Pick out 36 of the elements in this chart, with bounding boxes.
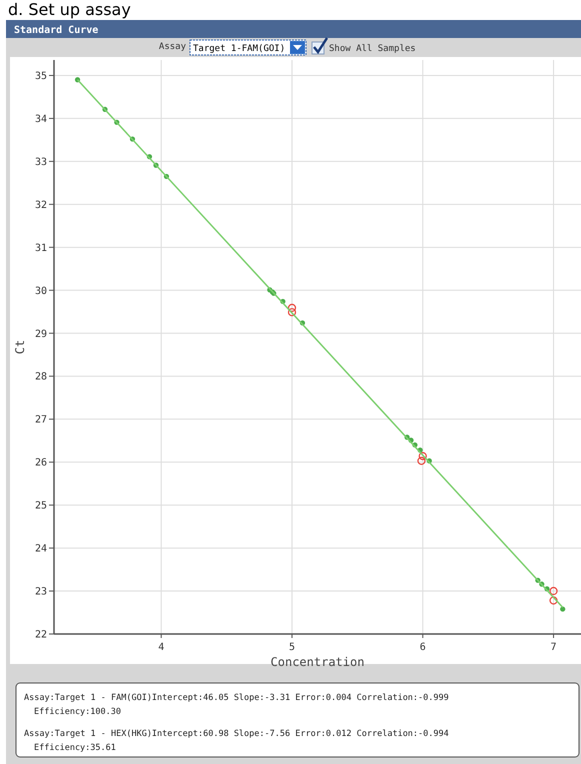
y-tick-label: 26: [34, 458, 47, 469]
y-tick-label: 25: [34, 500, 47, 512]
point: [549, 586, 558, 596]
point: [418, 452, 427, 460]
y-tick-label: 34: [34, 114, 47, 125]
point: [417, 456, 426, 465]
point: [560, 606, 566, 612]
text: Assay:Target 1 - FAM(GOI)Intercept:46.05 Slope:-3.31 Error:0.004 Correlation:-0.999: [24, 693, 449, 703]
y-axis-title: Ct: [13, 340, 27, 354]
text: Assay: [158, 42, 187, 52]
y-tick-label: 22: [34, 630, 47, 640]
y-tick-label: 35: [34, 70, 47, 82]
x-tick-label: 4: [158, 642, 164, 653]
y-tick-label: 31: [34, 242, 47, 254]
y-tick-label: 29: [34, 328, 47, 340]
text: Assay:Target 1 - HEX(HKG)Intercept:60.98 Slope:-7.56 Error:0.012 Correlation:-0.994: [24, 729, 449, 739]
x-tick-label: 7: [550, 642, 557, 653]
y-tick-label: 33: [34, 156, 47, 168]
point: [549, 596, 558, 605]
y-tick-label: 27: [34, 414, 47, 426]
point: [288, 304, 296, 312]
text: Efficiency:35.61: [34, 743, 116, 753]
point: [288, 308, 296, 316]
y-tick-label: 30: [34, 286, 47, 297]
y-tick-label: 23: [34, 586, 47, 598]
y-tick-label: 32: [34, 200, 47, 211]
text: Efficiency:100.30: [34, 707, 121, 717]
text: Show All Samples: [329, 44, 416, 54]
text: Target 1-FAM(GOI): [193, 44, 286, 54]
y-tick-label: 24: [34, 544, 47, 555]
x-tick-label: 6: [420, 642, 426, 653]
chart-subtitle: Standard Curve: [14, 25, 98, 36]
x-tick-label: 5: [288, 642, 296, 653]
y-tick-label: 28: [34, 372, 47, 383]
chart-title: d. Set up assay: [8, 0, 131, 19]
x-axis-title: Concentration: [270, 655, 364, 669]
